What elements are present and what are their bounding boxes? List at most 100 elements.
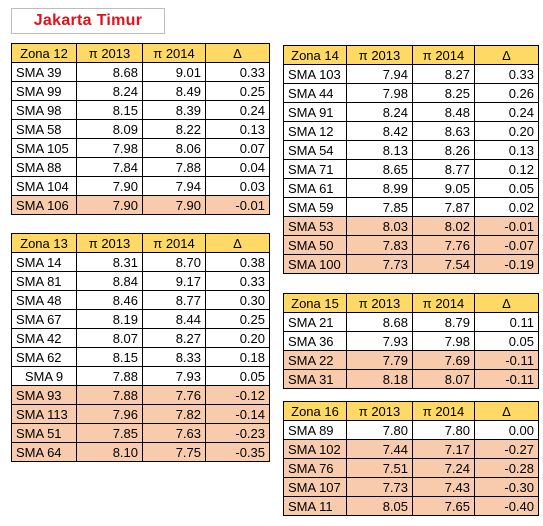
school-name: SMA 36	[283, 331, 347, 351]
col-delta-header: Δ	[205, 233, 270, 253]
value-2013: 8.84	[76, 271, 143, 291]
value-2014: 7.90	[142, 195, 206, 215]
delta-value: 0.04	[205, 157, 270, 177]
value-2013: 8.46	[76, 290, 143, 310]
value-2013: 8.24	[76, 81, 143, 101]
delta-value: 0.33	[205, 62, 270, 82]
value-2014: 7.76	[412, 235, 475, 255]
school-name: SMA 51	[11, 423, 77, 443]
delta-value: -0.23	[205, 423, 270, 443]
value-2014: 7.17	[412, 439, 475, 459]
table-row: SMA 61 8.99 9.05 0.05	[283, 178, 539, 198]
value-2013: 7.94	[346, 64, 413, 84]
delta-value: 0.25	[205, 309, 270, 329]
table-row: SMA 11 8.05 7.65 -0.40	[283, 496, 539, 516]
delta-value: 0.33	[205, 271, 270, 291]
value-2013: 7.73	[346, 254, 413, 274]
value-2013: 7.73	[346, 477, 413, 497]
school-name: SMA 39	[11, 62, 77, 82]
col-2014-header: π 2014	[412, 45, 475, 65]
table-row: SMA 102 7.44 7.17 -0.27	[283, 439, 539, 459]
school-name: SMA 14	[11, 252, 77, 272]
zona-16-table: Zona 16 π 2013 π 2014 Δ SMA 89 7.80 7.80 0.00 SM…	[283, 401, 539, 516]
delta-value: 0.11	[474, 312, 539, 332]
value-2014: 8.06	[142, 138, 206, 158]
delta-value: -0.14	[205, 404, 270, 424]
value-2013: 8.05	[346, 496, 413, 516]
value-2013: 7.79	[346, 350, 413, 370]
value-2014: 7.24	[412, 458, 475, 478]
value-2014: 7.76	[142, 385, 206, 405]
school-name: SMA 76	[283, 458, 347, 478]
table-header-row: Zona 14 π 2013 π 2014 Δ	[283, 45, 539, 65]
table-row: SMA 62 8.15 8.33 0.18	[11, 347, 270, 367]
school-name: SMA 22	[283, 350, 347, 370]
value-2014: 8.07	[412, 369, 475, 389]
col-2014-header: π 2014	[412, 401, 475, 421]
value-2014: 7.82	[142, 404, 206, 424]
table-header-row: Zona 16 π 2013 π 2014 Δ	[283, 401, 539, 421]
school-name: SMA 59	[283, 197, 347, 217]
value-2013: 8.31	[76, 252, 143, 272]
value-2013: 7.84	[76, 157, 143, 177]
delta-value: 0.26	[474, 83, 539, 103]
col-2013-header: π 2013	[76, 43, 143, 63]
table-row: SMA 99 8.24 8.49 0.25	[11, 81, 270, 101]
value-2014: 7.87	[412, 197, 475, 217]
school-name: SMA 89	[283, 420, 347, 440]
value-2013: 8.09	[76, 119, 143, 139]
table-row: SMA 14 8.31 8.70 0.38	[11, 252, 270, 272]
table-row: SMA 50 7.83 7.76 -0.07	[283, 235, 539, 255]
school-name: SMA 42	[11, 328, 77, 348]
table-header-row: Zona 13 π 2013 π 2014 Δ	[11, 233, 270, 253]
school-name: SMA 21	[283, 312, 347, 332]
value-2014: 8.02	[412, 216, 475, 236]
value-2014: 9.01	[142, 62, 206, 82]
table-row: SMA 39 8.68 9.01 0.33	[11, 62, 270, 82]
value-2013: 8.13	[346, 140, 413, 160]
table-row: SMA 89 7.80 7.80 0.00	[283, 420, 539, 440]
col-2013-header: π 2013	[346, 401, 413, 421]
delta-value: -0.01	[474, 216, 539, 236]
value-2014: 7.75	[142, 442, 206, 462]
value-2014: 7.54	[412, 254, 475, 274]
value-2014: 8.26	[412, 140, 475, 160]
value-2014: 9.17	[142, 271, 206, 291]
value-2014: 7.63	[142, 423, 206, 443]
school-name: SMA 71	[283, 159, 347, 179]
delta-value: -0.01	[205, 195, 270, 215]
delta-value: 0.12	[474, 159, 539, 179]
value-2013: 8.24	[346, 102, 413, 122]
table-row: SMA 22 7.79 7.69 -0.11	[283, 350, 539, 370]
school-name: SMA 98	[11, 100, 77, 120]
school-name: SMA 12	[283, 121, 347, 141]
value-2013: 7.51	[346, 458, 413, 478]
delta-value: -0.11	[474, 350, 539, 370]
value-2013: 7.83	[346, 235, 413, 255]
delta-value: 0.03	[205, 176, 270, 196]
table-row: SMA 113 7.96 7.82 -0.14	[11, 404, 270, 424]
table-row: SMA 54 8.13 8.26 0.13	[283, 140, 539, 160]
value-2014: 7.98	[412, 331, 475, 351]
value-2013: 8.10	[76, 442, 143, 462]
table-row: SMA 98 8.15 8.39 0.24	[11, 100, 270, 120]
value-2013: 7.93	[346, 331, 413, 351]
delta-value: 0.00	[474, 420, 539, 440]
value-2013: 7.98	[346, 83, 413, 103]
delta-value: 0.05	[474, 331, 539, 351]
table-row: SMA 106 7.90 7.90 -0.01	[11, 195, 270, 215]
school-name: SMA 103	[283, 64, 347, 84]
school-name: SMA 104	[11, 176, 77, 196]
value-2014: 8.22	[142, 119, 206, 139]
zone-label: Zona 13	[11, 233, 77, 253]
table-row: SMA 53 8.03 8.02 -0.01	[283, 216, 539, 236]
value-2013: 7.90	[76, 195, 143, 215]
table-header-row: Zona 15 π 2013 π 2014 Δ	[283, 293, 539, 313]
value-2013: 7.85	[346, 197, 413, 217]
table-row: SMA 44 7.98 8.25 0.26	[283, 83, 539, 103]
table-header-row: Zona 12 π 2013 π 2014 Δ	[11, 43, 270, 63]
delta-value: -0.40	[474, 496, 539, 516]
school-name: SMA 31	[283, 369, 347, 389]
value-2014: 8.49	[142, 81, 206, 101]
delta-value: 0.38	[205, 252, 270, 272]
